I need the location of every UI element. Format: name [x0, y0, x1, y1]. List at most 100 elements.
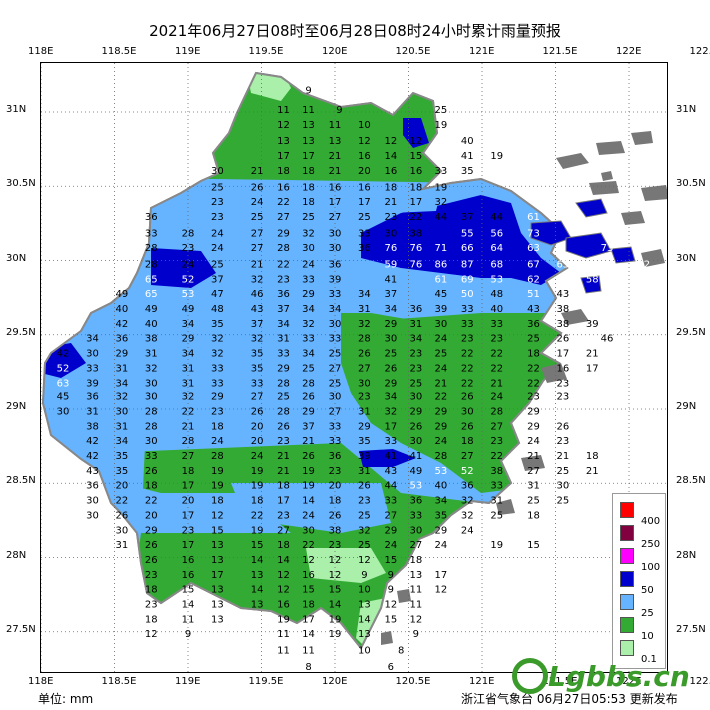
rainfall-value: 29	[409, 406, 422, 417]
rainfall-value: 64	[490, 243, 503, 254]
rainfall-value: 28	[182, 228, 195, 239]
legend-label: 0.1	[641, 654, 657, 665]
rainfall-value: 32	[434, 197, 447, 208]
rainfall-value: 33	[329, 289, 342, 300]
rainfall-value: 19	[251, 481, 264, 492]
rainfall-value: 18	[302, 166, 315, 177]
rainfall-value: 33	[384, 436, 397, 447]
rainfall-value: 18	[461, 436, 474, 447]
rainfall-value: 22	[302, 540, 315, 551]
rainfall-value: 20	[329, 481, 342, 492]
rainfall-value: 25	[251, 212, 264, 223]
rainfall-value: 17	[182, 540, 195, 551]
rainfall-value: 42	[86, 436, 99, 447]
rainfall-value: 23	[145, 600, 158, 611]
legend-swatch	[620, 617, 634, 633]
rainfall-value: 38	[145, 334, 158, 345]
rainfall-value: 28	[277, 378, 290, 389]
rainfall-value: 31	[145, 349, 158, 360]
rainfall-value: 21	[251, 259, 264, 270]
rainfall-value: 23	[556, 378, 569, 389]
rainfall-value: 25	[358, 212, 371, 223]
rainfall-value: 27	[358, 363, 371, 374]
rainfall-value: 61	[434, 274, 447, 285]
rainfall-value: 10	[358, 646, 371, 657]
rainfall-value: 23	[211, 212, 224, 223]
rainfall-value: 37	[302, 421, 315, 432]
rainfall-value: 31	[358, 406, 371, 417]
rainfall-value: 30	[409, 525, 422, 536]
rainfall-value: 17	[182, 510, 195, 521]
rainfall-value: 66	[461, 243, 474, 254]
rainfall-value: 45	[57, 392, 70, 403]
rainfall-value: 27	[490, 421, 503, 432]
rainfall-value: 31	[409, 319, 422, 330]
rainfall-value: 86	[434, 259, 447, 270]
rainfall-value: 11	[409, 600, 422, 611]
rainfall-value: 22	[527, 363, 540, 374]
rainfall-value: 34	[115, 378, 128, 389]
rainfall-value: 56	[490, 228, 503, 239]
rainfall-value: 34	[384, 304, 397, 315]
rainfall-value: 18	[277, 540, 290, 551]
rainfall-value: 24	[434, 334, 447, 345]
rainfall-value: 35	[115, 451, 128, 462]
zone-darkblue-northeast	[361, 195, 561, 285]
rainfall-map: 9 11 11 9 25 12 13 11 10 19 13 13 13 12 12 12 55 40 17 17 21…	[41, 63, 667, 672]
rainfall-value: 30	[86, 510, 99, 521]
rainfall-value: 68	[490, 259, 503, 270]
rainfall-value: 22	[527, 378, 540, 389]
rainfall-value: 38	[329, 525, 342, 536]
x-tick-label: 120.5E	[395, 676, 431, 687]
rainfall-value: 30	[86, 496, 99, 507]
rainfall-value: 19	[434, 182, 447, 193]
rainfall-value: 31	[115, 540, 128, 551]
rainfall-value: 40	[461, 136, 474, 147]
rainfall-value: 30	[145, 392, 158, 403]
rainfall-value: 46	[601, 334, 614, 345]
watermark-logo: Lgbbs.cn	[508, 648, 708, 708]
rainfall-value: 23	[329, 540, 342, 551]
rainfall-value: 53	[182, 289, 195, 300]
legend-label: 100	[641, 562, 661, 573]
x-tick-label: 119.5E	[248, 676, 284, 687]
rainfall-value: 25	[384, 349, 397, 360]
rainfall-value: 44	[384, 481, 397, 492]
rainfall-value: 32	[251, 334, 264, 345]
rainfall-value: 24	[302, 259, 315, 270]
y-tick-label: 29.5N	[6, 326, 36, 338]
rainfall-value: 15	[409, 151, 422, 162]
rainfall-value: 26	[384, 363, 397, 374]
rainfall-value: 33	[358, 228, 371, 239]
rainfall-value: 32	[115, 392, 128, 403]
rainfall-value: 30	[556, 481, 569, 492]
rainfall-value: 38	[556, 319, 569, 330]
rainfall-value: 24	[434, 436, 447, 447]
rainfall-value: 14	[384, 151, 397, 162]
rainfall-value: 22	[461, 349, 474, 360]
rainfall-value: 9	[413, 629, 419, 640]
rainfall-value: 30	[145, 378, 158, 389]
rainfall-value: 33	[211, 363, 224, 374]
rainfall-value: 9	[336, 105, 342, 116]
rainfall-value: 53	[490, 274, 503, 285]
rainfall-value: 13	[251, 570, 264, 581]
rainfall-value: 9	[388, 570, 394, 581]
rainfall-value: 36	[145, 212, 158, 223]
rainfall-value: 33	[86, 363, 99, 374]
y-tick-label: 30N	[6, 252, 27, 264]
rainfall-value: 23	[384, 212, 397, 223]
rainfall-value: 33	[409, 510, 422, 521]
rainfall-value: 16	[384, 166, 397, 177]
rainfall-value: 17	[302, 614, 315, 625]
rainfall-value: 13	[251, 600, 264, 611]
rainfall-value: 17	[556, 349, 569, 360]
rainfall-value: 13	[211, 555, 224, 566]
rainfall-value: 14	[251, 555, 264, 566]
rainfall-value: 25	[358, 540, 371, 551]
rainfall-value: 21	[586, 349, 599, 360]
legend-label: 250	[641, 539, 661, 550]
rainfall-value: 22	[115, 496, 128, 507]
rainfall-value: 43	[251, 304, 264, 315]
rainfall-value: 19	[490, 540, 503, 551]
